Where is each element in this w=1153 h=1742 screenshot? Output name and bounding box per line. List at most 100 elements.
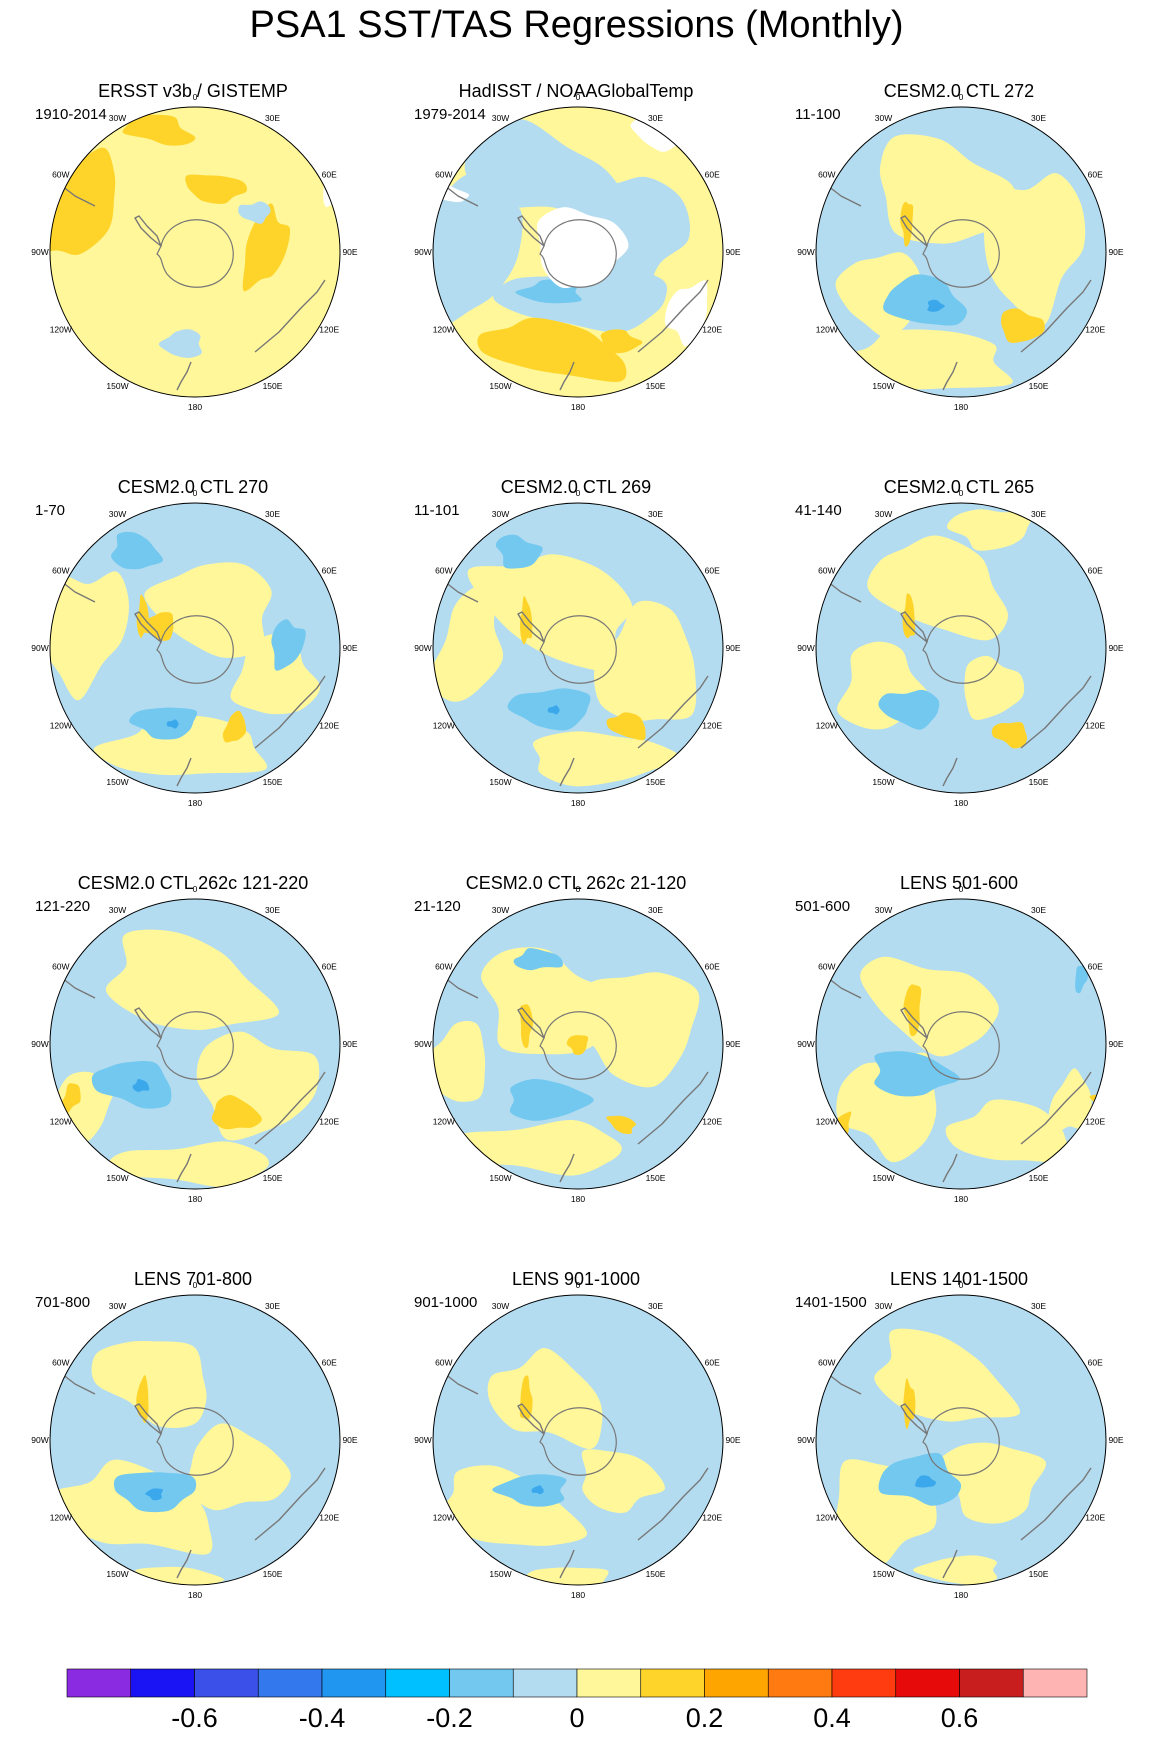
longitude-label: 150E	[1029, 1569, 1049, 1579]
antarctica-outline	[922, 1407, 1000, 1476]
anomaly-contour	[1001, 308, 1045, 343]
anomaly-contour	[860, 956, 999, 1057]
longitude-label: 120W	[816, 325, 838, 335]
anomaly-contour	[964, 655, 1025, 720]
anomaly-contour	[185, 174, 248, 204]
longitude-label: 120E	[702, 1513, 722, 1523]
map-panel: 0 30E 60E 90E 120E 150E 180 150W 120W 90W 60W 30W CE…	[767, 80, 1151, 476]
map-boundary	[815, 106, 1107, 398]
longitude-label: 60W	[435, 962, 452, 972]
map-panel: 0 30E 60E 90E 120E 150E 180 150W 120W 90W 60W 30W LE…	[767, 1268, 1151, 1664]
longitude-label: 30E	[265, 1301, 280, 1311]
coastline	[134, 1007, 162, 1039]
longitude-label: 90W	[31, 1435, 48, 1445]
anomaly-contour	[93, 714, 268, 776]
longitude-label: 150E	[1029, 777, 1049, 787]
longitude-label: 30E	[648, 113, 663, 123]
longitude-label: 90E	[1108, 247, 1123, 257]
coastline	[1020, 675, 1092, 749]
longitude-label: 30W	[492, 113, 509, 123]
longitude-label: 150W	[106, 1173, 128, 1183]
polar-map: 0 30E 60E 90E 120E 150E 180 150W 120W 90W 60W 30W	[31, 1280, 358, 1600]
anomaly-contour	[145, 612, 174, 641]
longitude-label: 90E	[1108, 1435, 1123, 1445]
map-boundary	[815, 1294, 1107, 1586]
longitude-label: 0	[576, 1280, 581, 1290]
ocean-field	[50, 107, 340, 397]
longitude-label: 30W	[109, 113, 126, 123]
longitude-label: 90E	[1108, 643, 1123, 653]
colorbar-swatch	[512, 1668, 578, 1698]
longitude-label: 120W	[433, 721, 455, 731]
longitude-label: 90W	[797, 643, 814, 653]
anomaly-contour	[487, 1348, 603, 1450]
map-panel: 0 30E 60E 90E 120E 150E 180 150W 120W 90W 60W 30W CE…	[1, 476, 385, 872]
colorbar	[66, 1668, 1088, 1703]
anomaly-contour	[495, 534, 543, 569]
colorbar-swatch	[321, 1668, 387, 1698]
longitude-label: 0	[576, 884, 581, 894]
longitude-label: 60W	[435, 566, 452, 576]
coastline	[900, 611, 928, 643]
longitude-label: 30W	[875, 1301, 892, 1311]
anomaly-contour	[991, 722, 1028, 749]
map-boundary	[49, 898, 341, 1190]
longitude-label: 150W	[489, 1569, 511, 1579]
longitude-label: 150E	[1029, 1173, 1049, 1183]
anomaly-contour	[867, 535, 1009, 641]
anomaly-contour	[91, 1341, 207, 1429]
longitude-label: 90W	[414, 1435, 431, 1445]
longitude-label: 120E	[319, 721, 339, 731]
colorbar-swatch	[66, 1668, 132, 1698]
polar-map: 0 30E 60E 90E 120E 150E 180 150W 120W 90W 60W 30W	[797, 92, 1124, 412]
antarctica-outline	[539, 1011, 617, 1080]
panel-title: CESM2.0 CTL 272	[883, 81, 1035, 101]
longitude-label: 120W	[433, 325, 455, 335]
anomaly-contour	[158, 329, 202, 358]
colorbar-tick-label: 0.2	[685, 1703, 724, 1733]
longitude-label: 180	[188, 798, 202, 808]
anomaly-contour	[598, 329, 643, 354]
map-panel: 0 30E 60E 90E 120E 150E 180 150W 120W 90W 60W 30W CE…	[767, 476, 1151, 872]
anomaly-contour	[271, 619, 306, 671]
coastline	[134, 1403, 162, 1435]
year-range-label: 1910-2014	[35, 106, 107, 123]
map-boundary	[432, 502, 724, 794]
anomaly-contour	[433, 585, 504, 702]
panel-title: LENS 1401-1500	[889, 1269, 1029, 1289]
longitude-label: 120W	[816, 1117, 838, 1127]
longitude-label: 150E	[263, 777, 283, 787]
colorbar-tick-label: 0	[569, 1703, 585, 1733]
longitude-label: 150W	[489, 1173, 511, 1183]
longitude-label: 150W	[106, 1569, 128, 1579]
longitude-label: 120W	[433, 1117, 455, 1127]
longitude-label: 60W	[818, 962, 835, 972]
anomaly-contour	[441, 1465, 588, 1546]
anomaly-contour	[492, 1474, 567, 1507]
longitude-label: 60E	[1088, 566, 1103, 576]
anomaly-contour	[111, 531, 164, 570]
anomaly-contour	[879, 134, 1016, 244]
longitude-label: 180	[188, 1194, 202, 1204]
anomaly-contour	[132, 1078, 150, 1092]
longitude-label: 0	[959, 1280, 964, 1290]
longitude-label: 30W	[109, 1301, 126, 1311]
anomaly-contour	[1075, 965, 1089, 994]
polar-map: 0 30E 60E 90E 120E 150E 180 150W 120W 90W 60W 30W	[31, 488, 358, 808]
panel-title: CESM2.0 CTL 262c 121-220	[77, 873, 309, 893]
longitude-label: 30W	[875, 113, 892, 123]
year-range-label: 501-600	[795, 898, 851, 915]
longitude-label: 0	[576, 92, 581, 102]
longitude-label: 90E	[725, 1039, 740, 1049]
longitude-label: 60E	[705, 962, 720, 972]
colorbar-tick-label: -0.6	[171, 1703, 218, 1733]
colorbar-tick-label: 0.4	[813, 1703, 851, 1733]
anomaly-contour	[509, 1078, 594, 1121]
longitude-label: 150W	[106, 381, 128, 391]
colorbar-swatch	[130, 1668, 195, 1698]
coastline	[176, 361, 192, 391]
coastline	[559, 1153, 575, 1183]
longitude-label: 90W	[414, 643, 431, 653]
panel-title: CESM2.0 CTL 270	[117, 477, 269, 497]
polar-map: 0 30E 60E 90E 120E 150E 180 150W 120W 90W 60W 30W	[31, 884, 358, 1204]
